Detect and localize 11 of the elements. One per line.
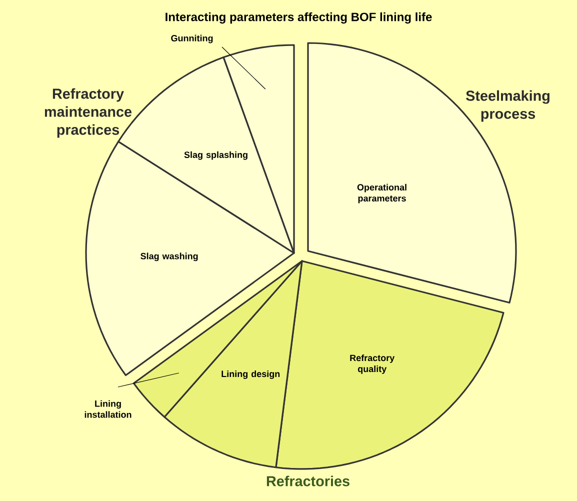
text: Steelmaking process: [466, 90, 550, 122]
chart-title: Interacting parameters affecting BOF lining life: [166, 12, 432, 24]
text: Refractory maintenance practices: [44, 88, 132, 138]
slice-label: Lining design: [222, 370, 280, 379]
slice-label: Slag splashing: [184, 151, 248, 160]
text: Refractories: [266, 476, 350, 486]
slice-label: Lining installation: [84, 400, 132, 418]
slice-label: Operational parameters: [357, 184, 406, 204]
slice-label: Slag washing: [140, 252, 198, 262]
slice-label: Refractory quality: [350, 354, 395, 374]
slice-label: Gunniting: [171, 34, 213, 44]
